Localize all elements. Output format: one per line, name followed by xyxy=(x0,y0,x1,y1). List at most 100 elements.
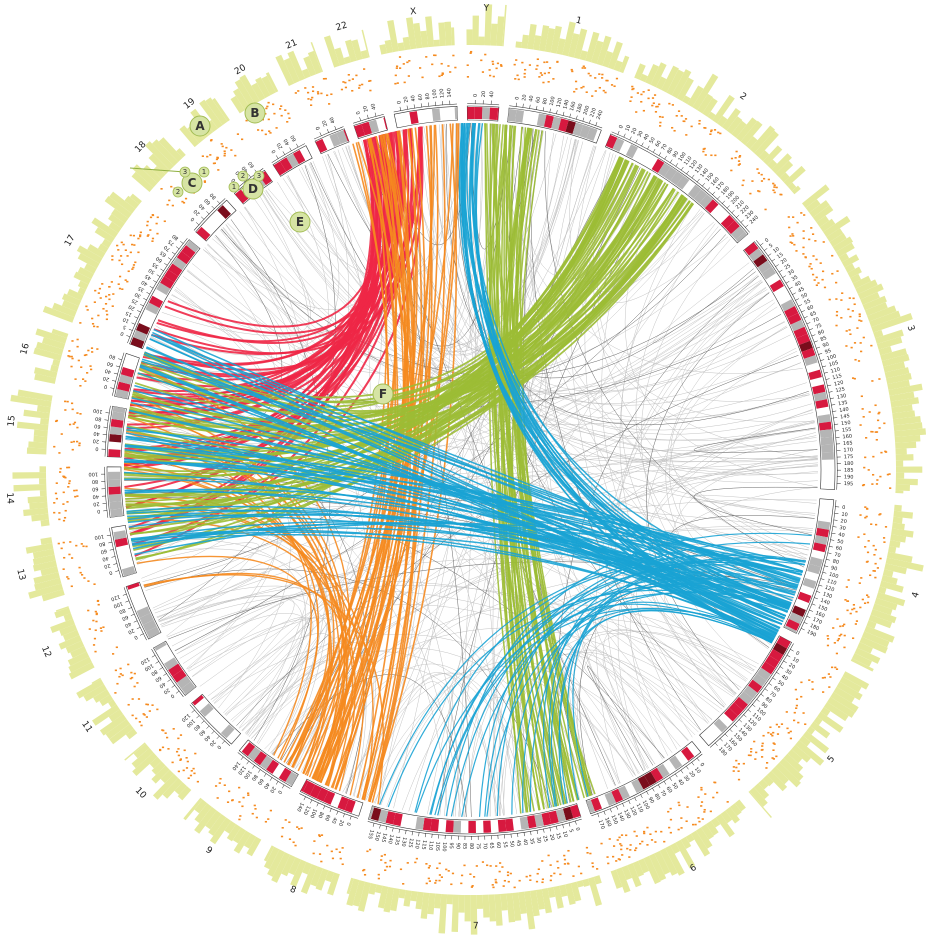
tick-mark xyxy=(149,286,154,289)
scatter-dot xyxy=(377,873,380,876)
tick-label: 40 xyxy=(838,532,845,539)
scatter-dot xyxy=(142,713,145,715)
tick-mark xyxy=(629,136,632,141)
scatter-dot xyxy=(104,303,108,305)
scatter-dot xyxy=(570,68,573,71)
ideogram-band xyxy=(130,337,145,349)
scatter-dot xyxy=(793,719,796,722)
ideogram-band xyxy=(637,775,651,790)
histogram-bar xyxy=(787,749,803,764)
ideogram-band xyxy=(790,319,805,332)
scatter-dot xyxy=(95,613,98,616)
link xyxy=(646,292,770,691)
scatter-dot xyxy=(817,282,820,284)
tick-mark xyxy=(831,532,836,535)
tick-label: 80 xyxy=(316,811,324,819)
histogram-bar xyxy=(68,656,92,673)
scatter-dot xyxy=(749,754,752,757)
tick-mark xyxy=(406,105,408,110)
scatter-dot xyxy=(145,703,148,706)
tick-mark xyxy=(133,620,138,623)
histogram-bar xyxy=(888,383,923,396)
scatter-dot xyxy=(757,172,760,174)
chromosome-label: 22 xyxy=(335,21,349,34)
histogram-bar xyxy=(420,892,430,919)
scatter-dot xyxy=(772,749,775,752)
scatter-dot xyxy=(635,847,638,849)
scatter-dot xyxy=(855,620,859,622)
scatter-dot xyxy=(267,101,270,104)
scatter-dot xyxy=(876,479,879,481)
chromosome-label: 9 xyxy=(203,845,214,857)
tick-label: 60 xyxy=(92,486,99,492)
histogram-bar xyxy=(670,842,681,854)
tick-mark xyxy=(801,310,805,313)
ideogram-band xyxy=(769,279,784,293)
scatter-dot xyxy=(823,676,826,679)
scatter-dot xyxy=(789,241,792,244)
histogram-bar xyxy=(593,875,602,885)
scatter-dot xyxy=(402,63,405,65)
scatter-dot xyxy=(749,192,752,195)
histogram-bar xyxy=(894,504,902,512)
scatter-dot xyxy=(874,576,877,579)
histogram-bar xyxy=(315,868,329,891)
histogram-bar xyxy=(55,606,69,612)
scatter-dot xyxy=(795,250,798,252)
tick-label: 90 xyxy=(647,796,655,804)
ideogram-band xyxy=(234,189,249,204)
scatter-dot xyxy=(714,154,717,157)
scatter-dot xyxy=(815,284,818,287)
scatter-dot xyxy=(363,68,366,70)
scatter-dot xyxy=(64,476,67,479)
scatter-dot xyxy=(769,726,772,729)
tick-mark xyxy=(105,412,110,414)
scatter-dot xyxy=(297,828,301,830)
scatter-dot xyxy=(435,879,438,882)
ideogram-band xyxy=(483,820,492,833)
histogram-bar xyxy=(826,228,844,242)
ideogram-band xyxy=(765,655,780,669)
histogram-bar xyxy=(873,329,884,339)
scatter-dot xyxy=(874,562,877,565)
ideogram-band xyxy=(164,269,179,283)
scatter-dot xyxy=(546,61,549,63)
tick-label: 160 xyxy=(603,817,612,828)
scatter-dot xyxy=(495,881,498,884)
histogram-bar xyxy=(734,799,746,812)
ideogram-band xyxy=(650,767,664,782)
histogram-bar xyxy=(83,684,107,702)
scatter-dot xyxy=(296,826,299,828)
link xyxy=(569,139,818,459)
scatter-dot xyxy=(704,127,707,129)
histogram-bar xyxy=(717,115,728,127)
link xyxy=(199,427,816,687)
histogram-bar xyxy=(446,894,454,905)
scatter-dot xyxy=(860,350,863,353)
ideogram-band xyxy=(761,266,776,280)
link xyxy=(508,125,588,798)
histogram-bar xyxy=(524,890,536,930)
scatter-dot xyxy=(791,233,794,235)
histogram-bar xyxy=(403,889,412,907)
histogram-bar xyxy=(859,636,888,654)
link xyxy=(510,125,567,805)
tick-mark xyxy=(809,328,813,331)
histogram-bar xyxy=(17,389,53,402)
tick-label: 0 xyxy=(190,216,196,223)
link xyxy=(497,128,535,812)
scatter-dot xyxy=(846,600,849,602)
scatter-dot xyxy=(170,185,173,188)
scatter-dot xyxy=(313,840,316,842)
scatter-dot xyxy=(779,193,782,196)
tick-mark xyxy=(669,777,672,781)
scatter-dot xyxy=(777,726,781,728)
histogram-bar xyxy=(707,111,716,121)
tick-mark xyxy=(201,216,205,220)
scatter-dot xyxy=(396,82,399,84)
ideogram-band xyxy=(181,245,196,259)
histogram-bar xyxy=(538,25,550,52)
scatter-dot xyxy=(102,626,105,629)
link xyxy=(511,125,772,644)
scatter-dot xyxy=(700,805,703,807)
